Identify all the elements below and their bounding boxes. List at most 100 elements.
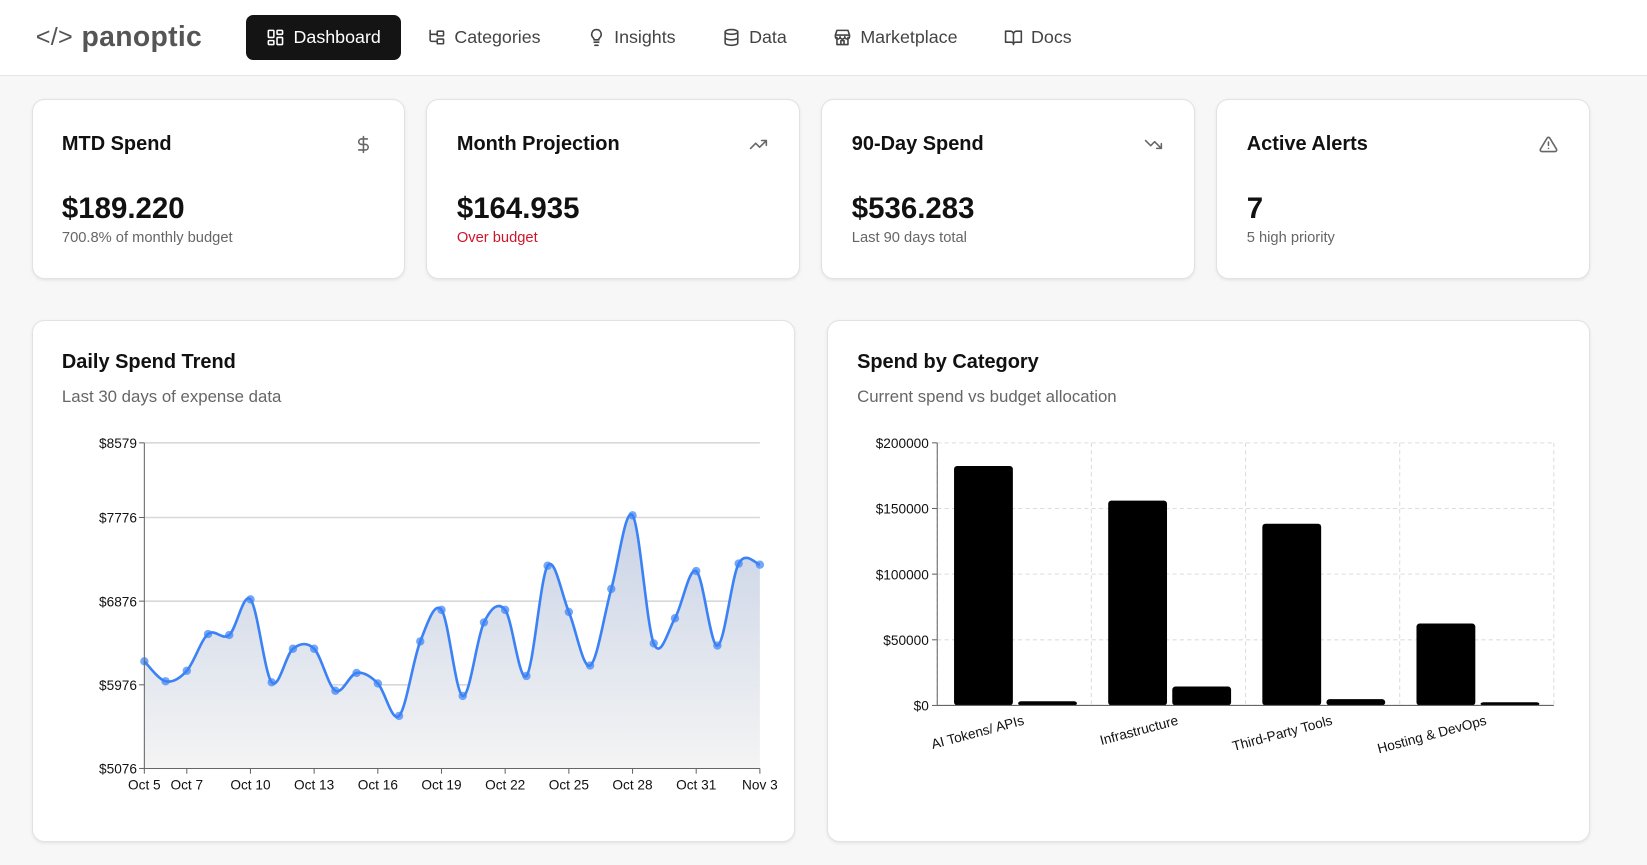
data-point (288, 644, 297, 654)
data-point (458, 692, 467, 701)
x-tick-label: Oct 19 (421, 778, 461, 793)
bar (1480, 702, 1540, 706)
y-tick-label: $100000 (875, 568, 929, 583)
stat-card: Active Alerts 7 5 high priority (1216, 98, 1591, 280)
y-tick-label: $50000 (883, 633, 929, 648)
data-point (670, 614, 679, 623)
data-point (182, 666, 191, 676)
y-tick-label: $5076 (99, 762, 137, 777)
x-tick-label: Oct 31 (676, 778, 716, 793)
panel-subtitle: Current spend vs budget allocation (857, 387, 1117, 407)
y-tick-label: $5976 (99, 678, 137, 693)
stat-card: 90-Day Spend $536.283 Last 90 days total (821, 98, 1196, 280)
stat-subtext: Last 90 days total (851, 230, 967, 247)
tab-marketplace[interactable]: Marketplace (813, 15, 977, 60)
data-point (394, 712, 403, 721)
x-tick-label: Oct 13 (294, 778, 334, 793)
data-point (649, 639, 658, 649)
data-point (373, 679, 382, 688)
tab-categories[interactable]: Categories (407, 15, 561, 60)
tab-dashboard[interactable]: Dashboard (246, 14, 401, 60)
bar (1171, 686, 1231, 706)
stat-value: $164.935 (456, 192, 580, 226)
y-tick-label: $7776 (99, 511, 137, 526)
spend-by-category-panel: $200000 $150000 $100000 $50000 $0 AI Tokens/ … (826, 320, 1591, 843)
y-tick-label: $0 (913, 699, 929, 714)
tab-data[interactable]: Data (702, 15, 807, 60)
data-point (245, 595, 255, 604)
lightbulb-icon (590, 28, 602, 46)
data-point (542, 561, 552, 571)
trending-up-icon (749, 140, 768, 150)
stat-card: Month Projection $164.935 Over budget (426, 98, 801, 280)
data-point (521, 672, 531, 681)
y-tick-label: $200000 (875, 436, 929, 451)
data-point (436, 606, 446, 615)
book-icon (1004, 30, 1022, 46)
area-fill (143, 514, 760, 769)
x-tick-label: Oct 10 (230, 778, 271, 793)
x-tick-label: Oct 28 (612, 778, 652, 793)
data-point (160, 677, 170, 686)
dollar-icon (357, 136, 369, 154)
data-point (351, 669, 361, 678)
x-tick-label: AI Tokens/ APIs (929, 713, 1025, 752)
x-tick-label: Third-Party Tools (1230, 713, 1333, 754)
panel-title: Spend by Category (857, 350, 1039, 373)
y-tick-label: $6876 (99, 595, 137, 610)
category-tree-icon (429, 29, 445, 45)
panel-subtitle: Last 30 days of expense data (61, 387, 282, 407)
y-tick-label: $8579 (99, 436, 137, 451)
stat-subtext: 700.8% of monthly budget (61, 230, 233, 247)
x-tick-label: Oct 22 (485, 778, 525, 793)
x-tick-label: Infrastructure (1098, 713, 1180, 748)
dashboard-grid-icon (267, 29, 284, 46)
stat-value: $189.220 (61, 192, 185, 226)
x-tick-label: Hosting & DevOps (1375, 713, 1487, 757)
x-tick-label: Oct 25 (548, 778, 589, 793)
bar (1261, 524, 1321, 706)
bar (1416, 623, 1475, 706)
stat-title: MTD Spend (61, 133, 172, 156)
x-tick-label: Nov 3 (742, 778, 778, 793)
stat-title: Active Alerts (1246, 133, 1368, 156)
stat-card: MTD Spend $189.220 700.8% of monthly budge… (31, 98, 406, 280)
data-point (309, 644, 318, 654)
data-point (415, 637, 424, 646)
data-point (266, 678, 276, 687)
bar (953, 466, 1013, 706)
data-point (203, 630, 212, 639)
data-point (224, 631, 233, 640)
data-point (733, 559, 743, 569)
stat-value: 7 (1246, 192, 1264, 226)
bar (1326, 699, 1385, 706)
store-icon (834, 29, 851, 46)
daily-spend-trend-panel: $8579 $7776 $6876 $5976 $5076 Oct 5 Oct 7 Oct 1… (31, 320, 796, 843)
logo[interactable]: </> panoptic (35, 20, 203, 53)
stat-subtext: 5 high priority (1246, 230, 1335, 247)
panel-title: Daily Spend Trend (61, 350, 236, 373)
stat-subtext: Over budget (456, 230, 538, 247)
data-point (691, 567, 700, 576)
data-point (606, 585, 616, 594)
top-nav: </> panoptic Dashboard Categories Insights D… (0, 0, 1647, 76)
spend-by-category-chart: $200000 $150000 $100000 $50000 $0AI Tokens/ … (875, 436, 1555, 757)
stat-title: 90-Day Spend (851, 133, 984, 156)
tab-docs[interactable]: Docs (984, 15, 1092, 60)
bar (1107, 500, 1167, 706)
stat-value: $536.283 (851, 192, 975, 226)
data-point (627, 511, 637, 520)
x-tick-label: Oct 5 (128, 778, 161, 793)
database-icon (724, 28, 739, 46)
data-point (330, 686, 340, 696)
data-point (500, 606, 509, 615)
x-tick-label: Oct 7 (170, 778, 203, 793)
data-point (755, 560, 764, 570)
tab-insights[interactable]: Insights (567, 15, 696, 60)
data-point (712, 641, 722, 651)
y-tick-label: $150000 (875, 502, 929, 517)
trending-down-icon (1144, 140, 1163, 150)
bar (1017, 701, 1077, 706)
data-point (479, 618, 488, 627)
